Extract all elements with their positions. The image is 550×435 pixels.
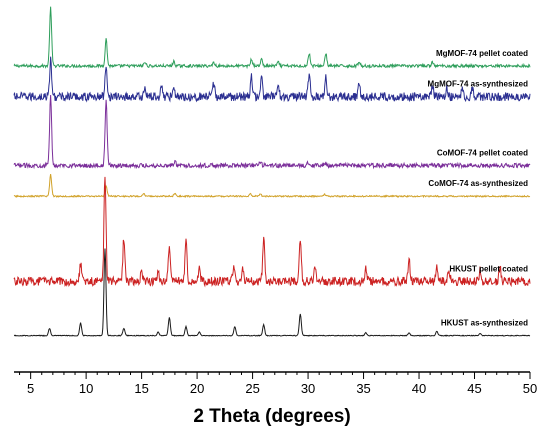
- series-label: HKUST pellet coated: [449, 264, 528, 273]
- x-tick-label: 10: [79, 381, 93, 396]
- series-line: [13, 56, 531, 103]
- x-axis-ticks: 5 10 15 20 25 30 35 40 45 50: [19, 372, 537, 396]
- x-tick-label: 20: [190, 381, 204, 396]
- x-tick-label: 30: [301, 381, 315, 396]
- series-line: [13, 94, 531, 170]
- x-tick-label: 35: [356, 381, 370, 396]
- series-line: [13, 248, 531, 337]
- series-labels: MgMOF-74 pellet coated MgMOF-74 as-synthe…: [428, 49, 529, 328]
- series-label: MgMOF-74 pellet coated: [436, 49, 528, 58]
- series-label: CoMOF-74 as-synthesized: [428, 179, 528, 188]
- series-label: CoMOF-74 pellet coated: [437, 148, 528, 157]
- x-tick-label: 50: [523, 381, 537, 396]
- x-tick-label: 5: [27, 381, 34, 396]
- series-line: [13, 173, 531, 199]
- series-line: [13, 176, 531, 288]
- x-tick-label: 45: [467, 381, 481, 396]
- x-tick-label: 15: [134, 381, 148, 396]
- series-label: MgMOF-74 as-synthesized: [428, 80, 529, 89]
- x-tick-label: 25: [245, 381, 259, 396]
- traces-group: [13, 6, 531, 337]
- series-label: HKUST as-synthesized: [441, 319, 528, 328]
- x-tick-label: 40: [412, 381, 426, 396]
- series-line: [13, 6, 531, 70]
- x-axis-title: 2 Theta (degrees): [193, 406, 350, 427]
